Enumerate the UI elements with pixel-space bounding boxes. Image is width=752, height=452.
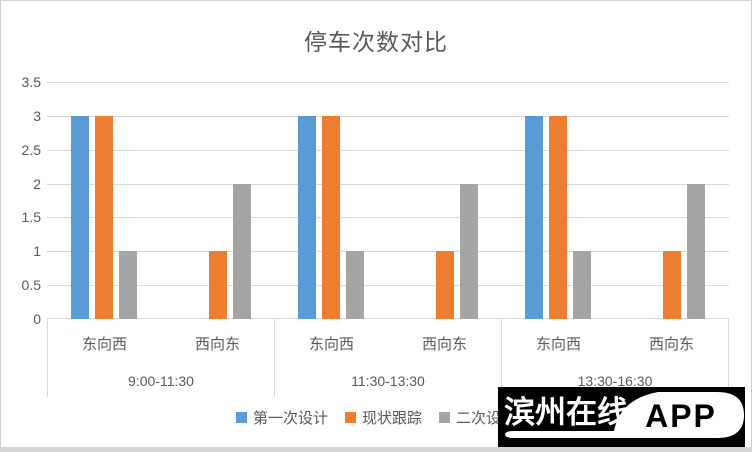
bar	[663, 251, 682, 319]
watermark-text: 滨州在线	[504, 395, 628, 430]
x-category-label: 东向西	[535, 336, 581, 353]
bar-group	[47, 82, 274, 319]
y-tick-label: 3	[33, 108, 41, 124]
legend-swatch	[439, 412, 450, 423]
bar-group	[502, 82, 729, 319]
y-tick-label: 1.5	[21, 209, 41, 225]
x-category-row: 东向西 西向东	[275, 319, 501, 364]
x-axis-group: 东向西 西向东 13:30-16:30	[501, 319, 728, 397]
legend-swatch	[235, 412, 247, 423]
gridline	[47, 318, 729, 319]
bar	[70, 116, 89, 319]
gridline	[47, 150, 729, 151]
gridline	[47, 217, 729, 218]
bar	[298, 116, 317, 319]
gridline	[47, 82, 729, 83]
y-tick-label: 0	[33, 311, 41, 327]
bar	[549, 116, 568, 319]
bar	[118, 251, 137, 319]
x-category-row: 东向西 西向东	[48, 319, 274, 364]
y-tick-label: 2.5	[21, 142, 41, 158]
x-category-label: 西向东	[648, 336, 694, 353]
chart-title: 停车次数对比	[304, 29, 448, 55]
x-category-row: 东向西 西向东	[502, 319, 728, 364]
bar-cluster	[274, 82, 388, 319]
watermark-swoosh	[505, 392, 744, 438]
bar-group	[274, 82, 501, 319]
bar	[346, 251, 365, 319]
bar	[459, 184, 478, 319]
x-period-label: 11:30-13:30	[351, 372, 425, 389]
legend-item: 现状跟踪	[344, 407, 422, 428]
x-category-label: 东向西	[81, 336, 127, 353]
x-period-label: 13:30-16:30	[577, 372, 653, 389]
x-axis-group: 东向西 西向东 11:30-13:30	[274, 319, 501, 397]
watermark-badge-text: APP	[645, 398, 717, 434]
plot-area	[47, 82, 729, 319]
y-tick-label: 2	[33, 176, 41, 192]
bar	[94, 116, 113, 319]
gridline	[47, 285, 729, 286]
x-axis: 东向西 西向东 9:00-11:30 东向西 西向东 11:30-13:30 东向西 西向东 1…	[47, 319, 729, 397]
y-tick-label: 0.5	[21, 277, 41, 293]
y-tick-label: 1	[33, 243, 41, 259]
x-period-label: 9:00-11:30	[128, 372, 194, 389]
bar	[208, 251, 227, 319]
watermark: APP 滨州在线	[498, 387, 745, 447]
gridline	[47, 184, 729, 185]
legend-item: 第一次设计	[235, 407, 328, 428]
gridline	[47, 251, 729, 252]
bar-cluster	[502, 82, 616, 319]
bar	[573, 251, 592, 319]
watermark-badge-shape: APP	[498, 387, 745, 447]
bar	[525, 116, 544, 319]
x-category-label: 西向东	[421, 336, 467, 353]
x-category-label: 西向东	[194, 336, 240, 353]
y-tick-label: 3.5	[21, 74, 41, 90]
bar-cluster	[47, 82, 161, 319]
bar-cluster	[615, 82, 729, 319]
legend-swatch	[344, 412, 356, 423]
bars-layer	[47, 82, 729, 319]
bar	[322, 116, 341, 319]
gridline	[47, 116, 729, 117]
bar	[435, 251, 454, 319]
legend-label: 第一次设计	[252, 410, 328, 427]
y-axis-labels: 0 0.5 1 1.5 2 2.5 3 3.5	[7, 74, 41, 327]
legend-label: 现状跟踪	[361, 410, 422, 427]
bar-cluster	[161, 82, 275, 319]
x-axis-group: 东向西 西向东 9:00-11:30	[47, 319, 274, 397]
x-category-label: 东向西	[308, 336, 354, 353]
bar	[687, 184, 706, 319]
bar-cluster	[388, 82, 502, 319]
bar	[232, 184, 251, 319]
